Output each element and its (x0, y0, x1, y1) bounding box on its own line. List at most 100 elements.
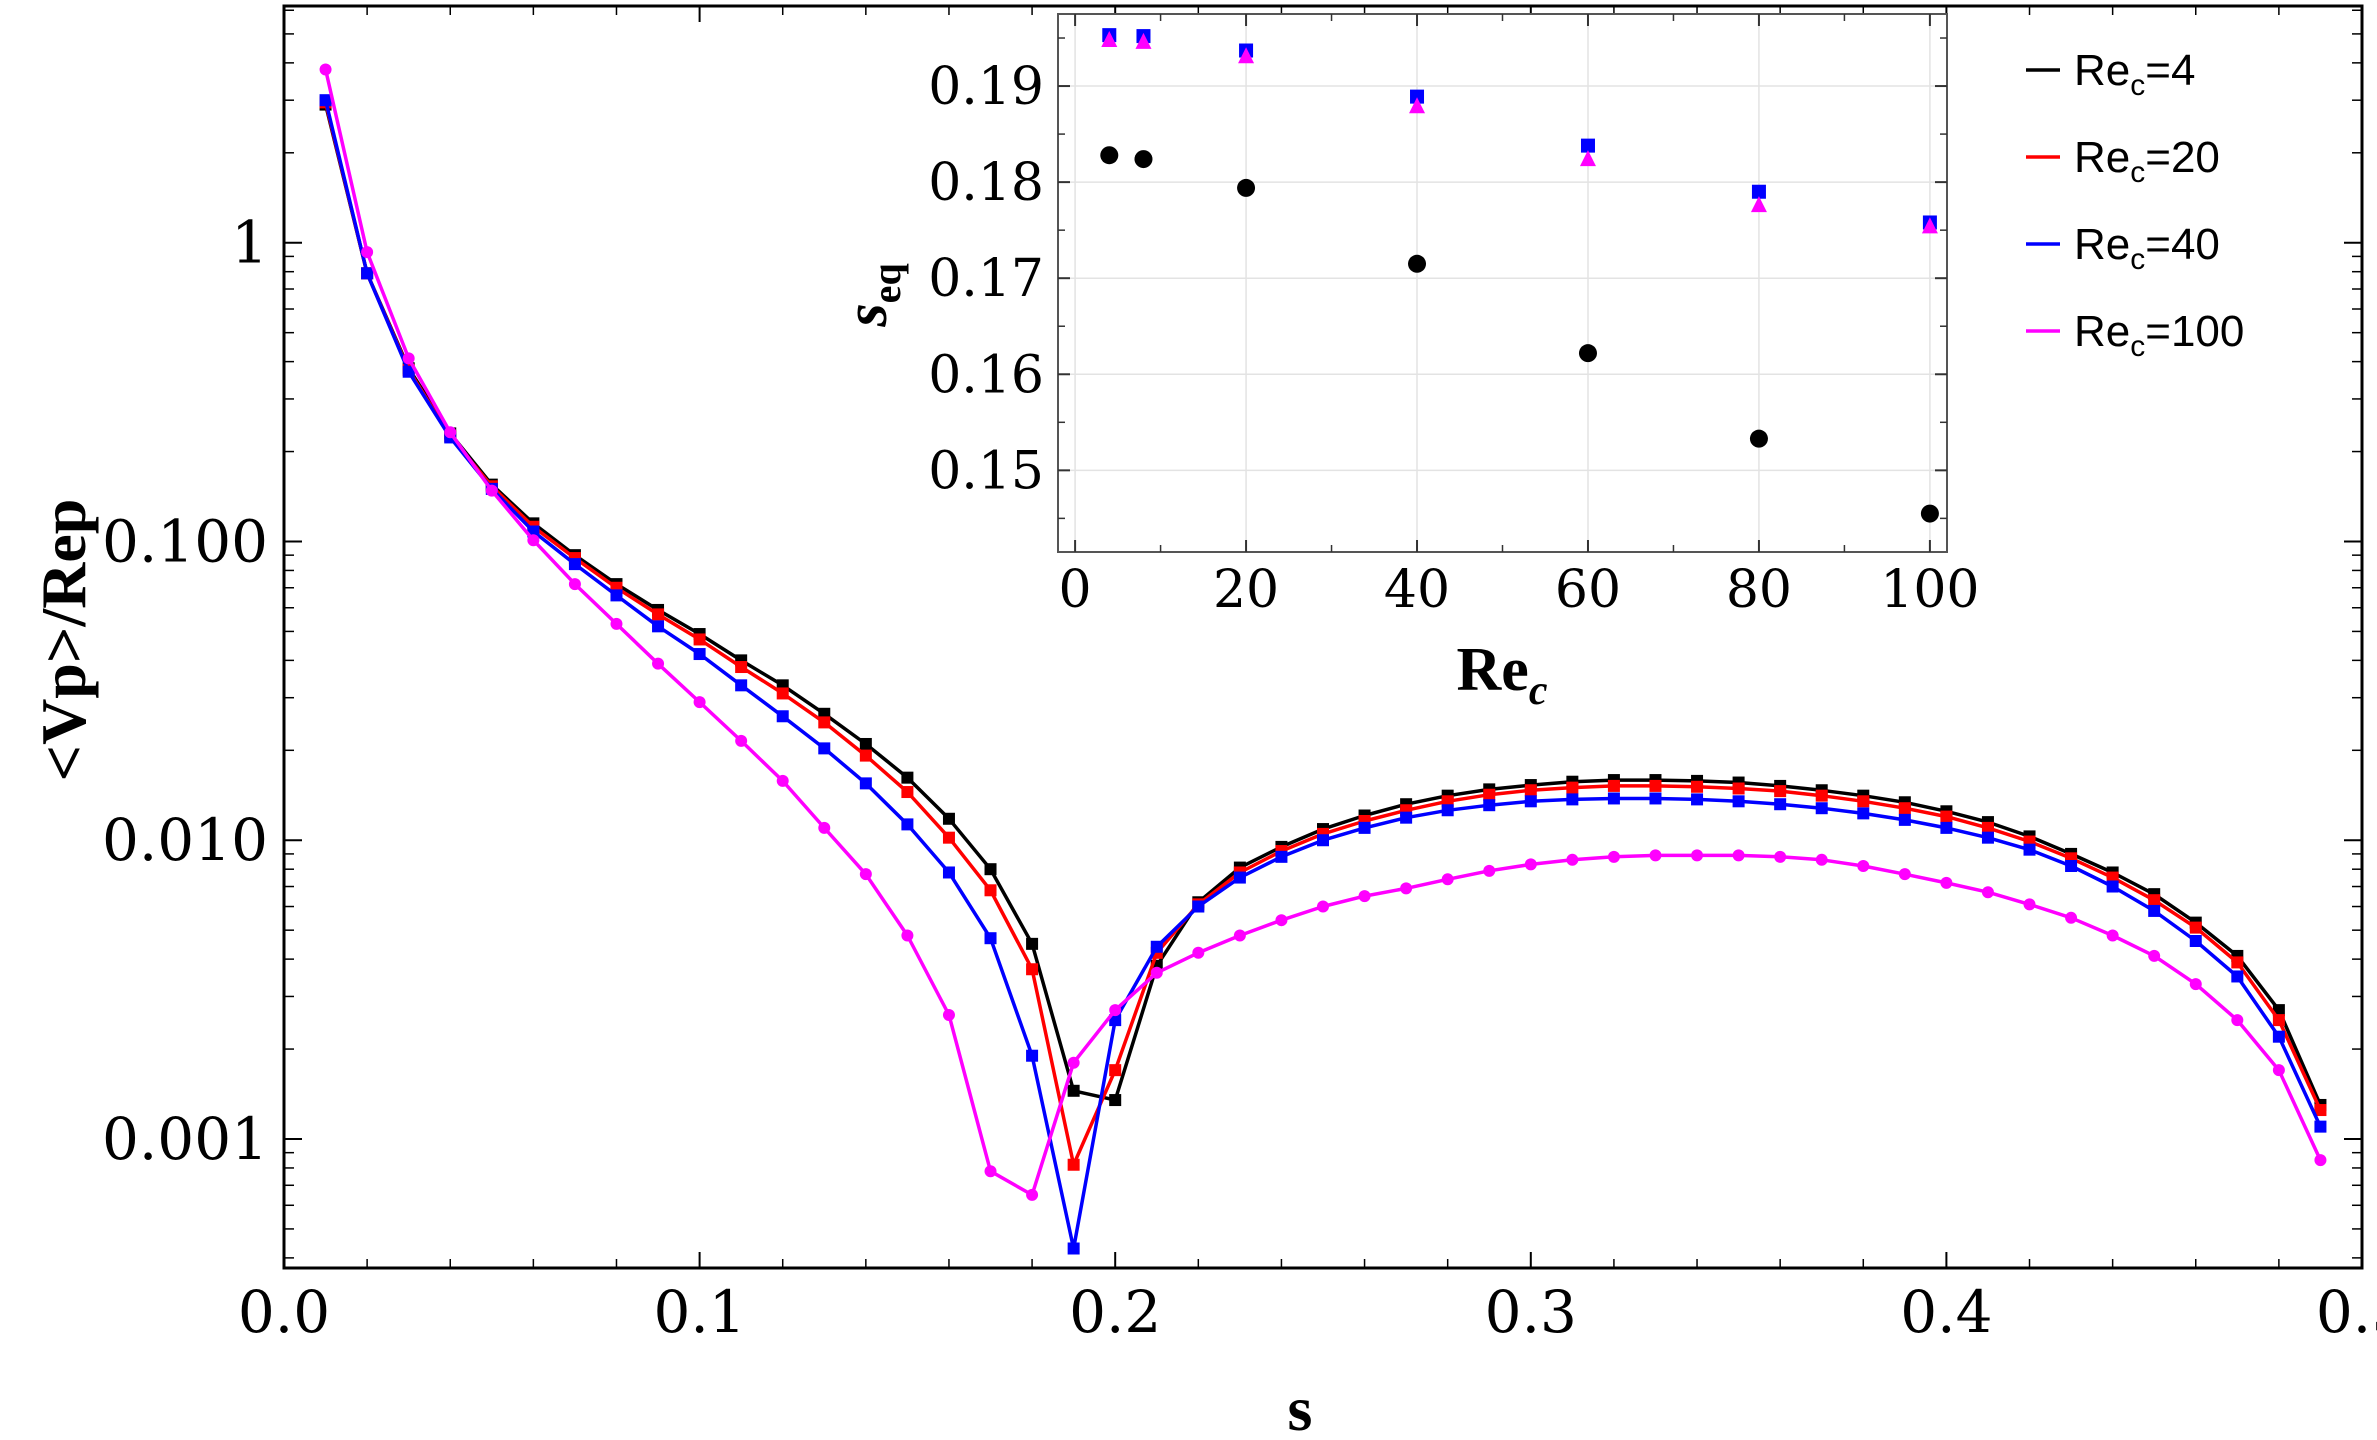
data-point (1400, 882, 1413, 895)
inset-data-point (1750, 196, 1767, 213)
inset-data-point (1238, 47, 1255, 64)
data-point (568, 578, 581, 591)
x-tick-label: 0.4 (1900, 1278, 1992, 1346)
data-point (1109, 1004, 1122, 1017)
data-point (2231, 1014, 2244, 1027)
data-point (2189, 921, 2202, 934)
inset-x-tick-label: 60 (1555, 560, 1621, 620)
data-point (818, 821, 831, 834)
data-point (1192, 946, 1205, 959)
data-point (2189, 934, 2202, 947)
data-point (361, 246, 374, 259)
legend-label: Rec=4 (2074, 46, 2195, 102)
data-point (984, 932, 997, 945)
data-point (1607, 792, 1620, 805)
data-point (1732, 795, 1745, 808)
inset-data-point (1578, 344, 1597, 363)
data-point (901, 818, 914, 831)
data-point (1815, 789, 1828, 802)
data-point (2148, 904, 2161, 917)
data-point (901, 786, 914, 799)
data-point (2023, 898, 2036, 911)
legend-label: Rec=40 (2074, 220, 2220, 276)
inset-data-point (1135, 32, 1152, 49)
legend-label-value: =20 (2145, 133, 2220, 182)
y-tick-label: 0.100 (102, 507, 268, 575)
data-point (361, 267, 374, 280)
data-point (1857, 859, 1870, 872)
data-point (1067, 1056, 1080, 1069)
y-tick-label: 1 (231, 209, 268, 277)
data-point (1691, 780, 1704, 793)
data-point (2023, 843, 2036, 856)
data-point (984, 1165, 997, 1178)
inset-data-point (1749, 429, 1768, 448)
data-point (1275, 850, 1288, 863)
data-point (1275, 914, 1288, 927)
legend-item-re-c-4: Rec=4 (2026, 46, 2195, 102)
data-point (1317, 900, 1329, 913)
inset-x-tick-label: 100 (1880, 560, 1979, 620)
data-point (693, 633, 706, 646)
data-point (1774, 798, 1787, 811)
legend-item-re-c-40: Rec=40 (2026, 220, 2220, 276)
data-point (1026, 1049, 1039, 1062)
inset-data-point (1751, 184, 1766, 199)
data-point (2065, 911, 2078, 924)
data-point (1940, 821, 1953, 834)
data-point (1400, 811, 1413, 824)
data-point (1774, 785, 1787, 798)
data-point (735, 734, 748, 747)
legend-item-re-c-20: Rec=20 (2026, 133, 2220, 189)
data-point (1774, 850, 1787, 863)
inset-data-point (1410, 89, 1425, 104)
data-point (1815, 853, 1828, 866)
data-point (2148, 894, 2161, 907)
data-point (901, 929, 914, 942)
data-point (1026, 1188, 1039, 1201)
inset-y-axis-label: seq (833, 263, 909, 327)
data-point (1566, 793, 1579, 806)
legend-label: Rec=100 (2074, 307, 2244, 363)
inset-data-point (1579, 150, 1596, 167)
data-point (942, 831, 955, 844)
data-point (1940, 810, 1953, 823)
legend-label-sub: c (2130, 156, 2145, 189)
data-point (485, 484, 498, 497)
data-point (1815, 802, 1828, 815)
data-point (1857, 795, 1870, 808)
data-point (2189, 978, 2202, 991)
data-point (652, 620, 665, 633)
data-point (1981, 831, 1994, 844)
x-tick-label: 0.0 (238, 1278, 330, 1346)
inset-y-tick-label: 0.17 (928, 249, 1044, 309)
data-point (818, 716, 831, 729)
data-point (1857, 807, 1870, 820)
legend-label-sub: c (2130, 69, 2145, 102)
series-re-c-100 (319, 63, 2327, 1201)
data-point (1607, 850, 1620, 863)
data-point (1898, 868, 1911, 881)
data-point (1483, 864, 1496, 877)
data-point (859, 737, 872, 750)
inset-y-tick-label: 0.16 (928, 345, 1044, 405)
inset-data-point (1134, 150, 1153, 169)
data-point (2272, 1014, 2285, 1027)
data-point (1317, 834, 1329, 847)
inset-axis-ticks: 0 20 40 60 80 100 0.15 0.16 0.17 0.18 0.19 (928, 14, 1980, 620)
inset-x-tick-label: 40 (1384, 560, 1450, 620)
inset-x-axis-label: Rec (1457, 636, 1548, 714)
data-point (2106, 929, 2119, 942)
data-point (1483, 788, 1496, 801)
data-point (1566, 781, 1579, 794)
inset-grid (1058, 14, 1947, 552)
inset-y-axis-label-sub: eq (864, 263, 909, 303)
x-tick-label: 0.5 (2316, 1278, 2377, 1346)
data-point (2314, 1120, 2327, 1133)
data-point (1192, 900, 1205, 913)
data-point (1109, 1094, 1122, 1107)
y-tick-label: 0.010 (102, 806, 268, 874)
data-point (1524, 858, 1537, 871)
legend-label-sub: c (2130, 330, 2145, 363)
x-tick-label: 0.1 (653, 1278, 745, 1346)
